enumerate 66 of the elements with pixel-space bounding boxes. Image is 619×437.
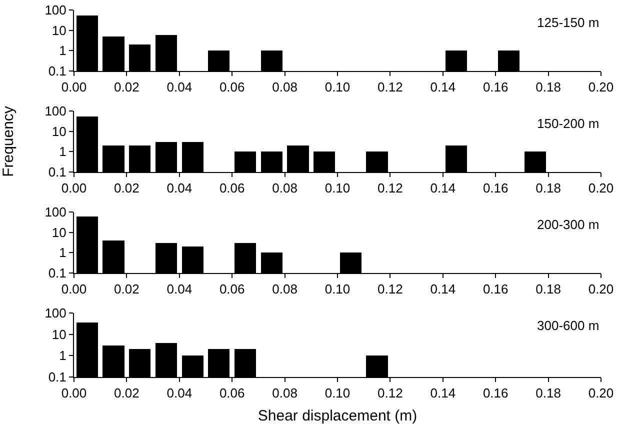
y-tick-label: 0.1 xyxy=(48,64,66,79)
annotation: 125-150 m xyxy=(537,15,600,30)
y-tick-label: 1 xyxy=(59,144,66,160)
y-tick-label: 100 xyxy=(44,204,66,220)
x-tick-label: 0.02 xyxy=(114,80,140,95)
x-tick-label: 0.12 xyxy=(378,282,403,297)
x-tick-label: 0.06 xyxy=(219,80,245,95)
x-tick-label: 0.12 xyxy=(378,386,403,401)
annotation: 300-600 m xyxy=(537,318,600,333)
y-tick-label: 10 xyxy=(52,22,66,38)
y-tick-label: 10 xyxy=(52,124,66,139)
text: 0.00 xyxy=(61,180,87,196)
annotation: 200-300 m xyxy=(537,217,600,232)
x-tick-label: 0.06 xyxy=(219,180,245,196)
text: 0.20 xyxy=(588,80,614,95)
annotation: 150-200 m xyxy=(537,116,600,131)
y-tick-label: 100 xyxy=(44,2,66,18)
x-tick-label: 0.14 xyxy=(430,282,456,297)
x-tick-label: 0.14 xyxy=(430,386,456,401)
x-tick-label: 0.18 xyxy=(536,180,561,196)
y-tick-label: 10 xyxy=(52,224,66,240)
x-tick-label: 0.04 xyxy=(166,386,192,401)
text: 0.10 xyxy=(324,386,350,401)
text: 0.00 xyxy=(61,386,87,401)
x-tick-label: 0.18 xyxy=(536,282,561,297)
y-tick-label: 1 xyxy=(59,245,66,260)
text: 0.10 xyxy=(324,180,350,196)
x-tick-label: 0.14 xyxy=(430,180,456,196)
text: 0.00 xyxy=(61,282,87,297)
y-tick-label: 10 xyxy=(52,326,66,342)
y-tick-label: 0.1 xyxy=(48,164,66,180)
x-tick-label: 0.16 xyxy=(482,386,508,401)
x-tick-label: 0.14 xyxy=(430,80,456,95)
x-tick-label: 0.08 xyxy=(272,80,298,95)
x-tick-label: 0.08 xyxy=(272,386,298,401)
x-tick-label: 0.08 xyxy=(272,180,298,196)
text: 0.10 xyxy=(324,282,350,297)
y-tick-label: 0.1 xyxy=(48,370,66,385)
text: 0.20 xyxy=(588,180,614,196)
x-axis-title: Shear displacement (m) xyxy=(258,408,418,425)
x-tick-label: 0.06 xyxy=(219,282,245,297)
y-tick-label: 1 xyxy=(59,43,66,58)
x-tick-label: 0.08 xyxy=(272,282,298,297)
x-tick-label: 0.06 xyxy=(219,386,245,401)
x-tick-label: 0.18 xyxy=(536,386,561,401)
y-axis-title: Frequency xyxy=(0,106,17,177)
x-tick-label: 0.12 xyxy=(378,180,403,196)
x-tick-label: 0.12 xyxy=(378,80,403,95)
y-tick-label: 0.1 xyxy=(48,266,66,281)
x-tick-label: 0.02 xyxy=(114,386,140,401)
x-tick-label: 0.04 xyxy=(166,180,192,196)
x-tick-label: 0.16 xyxy=(482,80,508,95)
x-tick-label: 0.02 xyxy=(114,282,140,297)
x-tick-label: 0.02 xyxy=(114,180,140,196)
y-tick-label: 1 xyxy=(59,348,66,364)
text: 0.00 xyxy=(61,80,87,95)
x-tick-label: 0.04 xyxy=(166,282,192,297)
text: 0.20 xyxy=(588,282,614,297)
text: 0.20 xyxy=(588,386,614,401)
y-tick-label: 100 xyxy=(44,104,66,119)
x-tick-label: 0.16 xyxy=(482,282,508,297)
text: 0.10 xyxy=(324,80,350,95)
x-tick-label: 0.16 xyxy=(482,180,508,196)
y-tick-label: 100 xyxy=(44,306,66,321)
x-tick-label: 0.18 xyxy=(536,80,561,95)
x-tick-label: 0.04 xyxy=(166,80,192,95)
